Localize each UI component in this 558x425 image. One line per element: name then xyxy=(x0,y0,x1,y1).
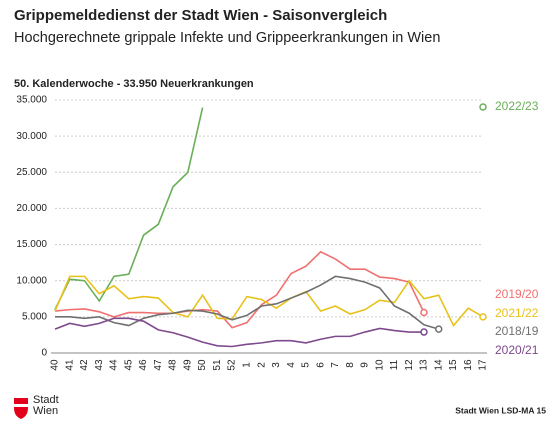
x-tick-label: 16 xyxy=(463,359,474,371)
x-tick-label: 6 xyxy=(315,362,326,368)
x-tick-label: 41 xyxy=(64,359,75,371)
x-tick-label: 14 xyxy=(433,359,444,371)
chart-title: Grippemeldedienst der Stadt Wien - Saiso… xyxy=(14,7,387,24)
x-tick-label: 49 xyxy=(182,359,193,371)
x-tick-label: 50 xyxy=(197,359,208,371)
x-tick-label: 42 xyxy=(79,359,90,371)
x-tick-label: 1 xyxy=(242,362,253,368)
x-tick-label: 45 xyxy=(123,359,134,371)
x-tick-label: 10 xyxy=(374,359,385,371)
end-marker xyxy=(479,313,487,321)
x-tick-label: 17 xyxy=(478,359,489,371)
end-marker xyxy=(434,325,443,333)
x-tick-label: 9 xyxy=(360,362,371,368)
series-line xyxy=(55,275,439,330)
x-tick-label: 12 xyxy=(404,359,415,371)
legend-marker xyxy=(479,103,487,111)
y-tick-label: 0 xyxy=(41,348,47,359)
x-tick-label: 7 xyxy=(330,362,341,368)
legend-label: 2018/19 xyxy=(495,324,539,338)
x-tick-label: 48 xyxy=(168,359,179,371)
y-tick-label: 5.000 xyxy=(22,311,47,322)
y-tick-label: 20.000 xyxy=(16,203,47,214)
y-tick-label: 10.000 xyxy=(16,275,47,286)
legend-label: 2020/21 xyxy=(495,343,539,357)
legend-label: 2022/23 xyxy=(495,99,539,113)
x-tick-label: 8 xyxy=(345,362,356,368)
y-tick-label: 35.000 xyxy=(16,95,47,106)
end-marker xyxy=(420,308,428,317)
y-tick-label: 15.000 xyxy=(16,239,47,250)
x-tick-label: 46 xyxy=(138,359,149,371)
x-tick-label: 13 xyxy=(419,359,430,371)
legend-label: 2021/22 xyxy=(495,306,539,320)
chart-subtitle: Hochgerechnete grippale Infekte und Grip… xyxy=(14,30,440,46)
y-tick-label: 30.000 xyxy=(16,131,47,142)
x-tick-label: 47 xyxy=(153,359,164,371)
x-tick-label: 40 xyxy=(50,359,61,371)
y-tick-label: 25.000 xyxy=(16,167,47,178)
x-tick-label: 52 xyxy=(227,359,238,371)
x-tick-label: 44 xyxy=(109,359,120,371)
end-marker xyxy=(420,328,428,336)
x-tick-label: 43 xyxy=(94,359,105,371)
annotation: 50. Kalenderwoche - 33.950 Neuerkrankung… xyxy=(14,78,254,90)
series-line xyxy=(54,317,424,348)
x-tick-label: 11 xyxy=(389,359,400,370)
x-tick-label: 5 xyxy=(301,362,312,368)
legend-label: 2019/20 xyxy=(495,287,539,301)
series-line xyxy=(54,275,484,327)
source: Stadt Wien LSD-MA 15 xyxy=(455,405,546,415)
x-tick-label: 4 xyxy=(286,362,297,368)
x-tick-label: 51 xyxy=(212,359,223,371)
x-tick-label: 2 xyxy=(256,362,267,368)
logo xyxy=(14,398,28,419)
logo-text: Stadt Wien xyxy=(33,394,59,417)
series-line xyxy=(54,250,425,329)
x-tick-label: 15 xyxy=(448,359,459,371)
series-line xyxy=(54,107,204,310)
x-tick-label: 3 xyxy=(271,362,282,368)
